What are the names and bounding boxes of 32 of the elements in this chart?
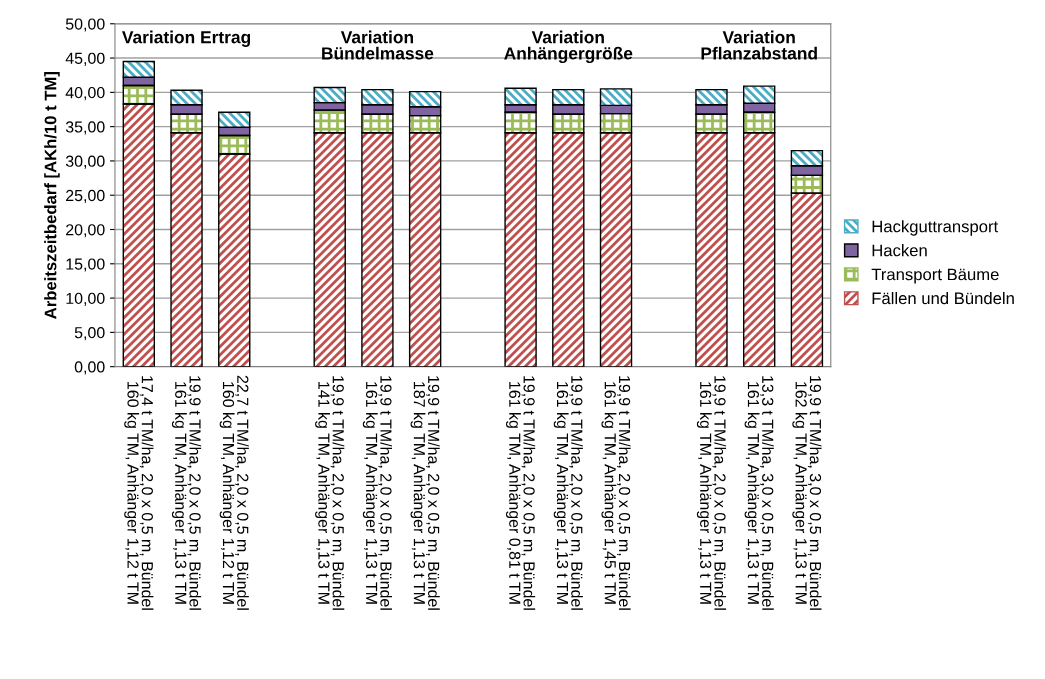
y-tick-label: 20,00 [66, 224, 105, 238]
y-tick-label: 40,00 [65, 86, 105, 101]
x-tick-label: 19,9 t TM/ha, 2,0 x 0,5 m, Bündel 161 kg TM, Anhänger 0,81 t TM [505, 376, 536, 610]
x-tick-label: 13,3 t TM/ha, 3,0 x 0,5 m, Bündel 161 kg TM, Anhänger 1,13 t TM [744, 376, 774, 610]
y-tick-label: 0,00 [74, 361, 105, 375]
annotation: Variation Anhängergröße [504, 30, 633, 64]
legend-label: Hackguttransport [872, 220, 999, 236]
y-tick-label: 45,00 [65, 52, 105, 66]
x-tick-label: 19,9 t TM/ha, 2,0 x 0,5 m, Bündel 161 kg TM, Anhänger 1,13 t TM [553, 376, 583, 610]
annotation: Variation Ertrag [122, 30, 251, 47]
y-tick-label: 5,00 [74, 327, 105, 341]
y-tick-label: 25,00 [66, 189, 105, 204]
x-tick-label: 19,9 t TM/ha, 3,0 x 0,5 m, Bündel 162 kg TM, Anhänger 1,13 t TM [792, 376, 822, 610]
x-tick-label: 19,9 t TM/ha, 2,0 x 0,5 m, Bündel 161 kg TM, Anhänger 1,13 t TM [696, 376, 727, 610]
x-tick-label: 22,7 t TM/ha, 2,0 x 0,5 m, Bündel 160 kg TM, Anhänger 1,12 t TM [219, 375, 249, 610]
legend-label: Fällen und Bündeln [872, 292, 1014, 305]
y-axis-title: Arbeitszeitbedarf [AKh/10 t TM] [44, 72, 60, 319]
x-tick-label: 19,9 t TM/ha, 2,0 x 0,5 m, Bündel 141 kg TM, Anhänger 1,13 t TM [315, 376, 345, 610]
y-tick-label: 35,00 [65, 121, 105, 135]
y-tick-label: 50,00 [65, 18, 105, 32]
x-tick-label: 19,9 t TM/ha, 2,0 x 0,5 m, Bündel 161 kg TM, Anhänger 1,13 t TM [171, 376, 202, 610]
x-tick-label: 19,9 t TM/ha, 2,0 x 0,5 m, Bündel 161 kg TM, Anhänger 1,45 t TM [601, 376, 631, 610]
y-tick-label: 10,00 [66, 292, 105, 306]
legend-label: Transport Bäume [871, 268, 999, 284]
x-tick-label: 17,4 t TM/ha, 2,0 x 0,5 m, Bündel 160 kg TM, Anhänger 1,12 t TM [124, 376, 154, 610]
annotation: Variation Pflanzabstand [701, 30, 817, 60]
x-tick-label: 19,9 t TM/ha, 2,0 x 0,5 m, Bündel 187 kg TM, Anhänger 1,13 t TM [410, 376, 440, 610]
annotation: Variation Bündelmasse [322, 30, 434, 60]
y-tick-label: 15,00 [66, 258, 105, 272]
x-tick-label: 19,9 t TM/ha, 2,0 x 0,5 m, Bündel 161 kg TM, Anhänger 1,13 t TM [362, 376, 393, 610]
legend-label: Hacken [872, 244, 927, 257]
y-tick-label: 30,00 [65, 155, 105, 169]
